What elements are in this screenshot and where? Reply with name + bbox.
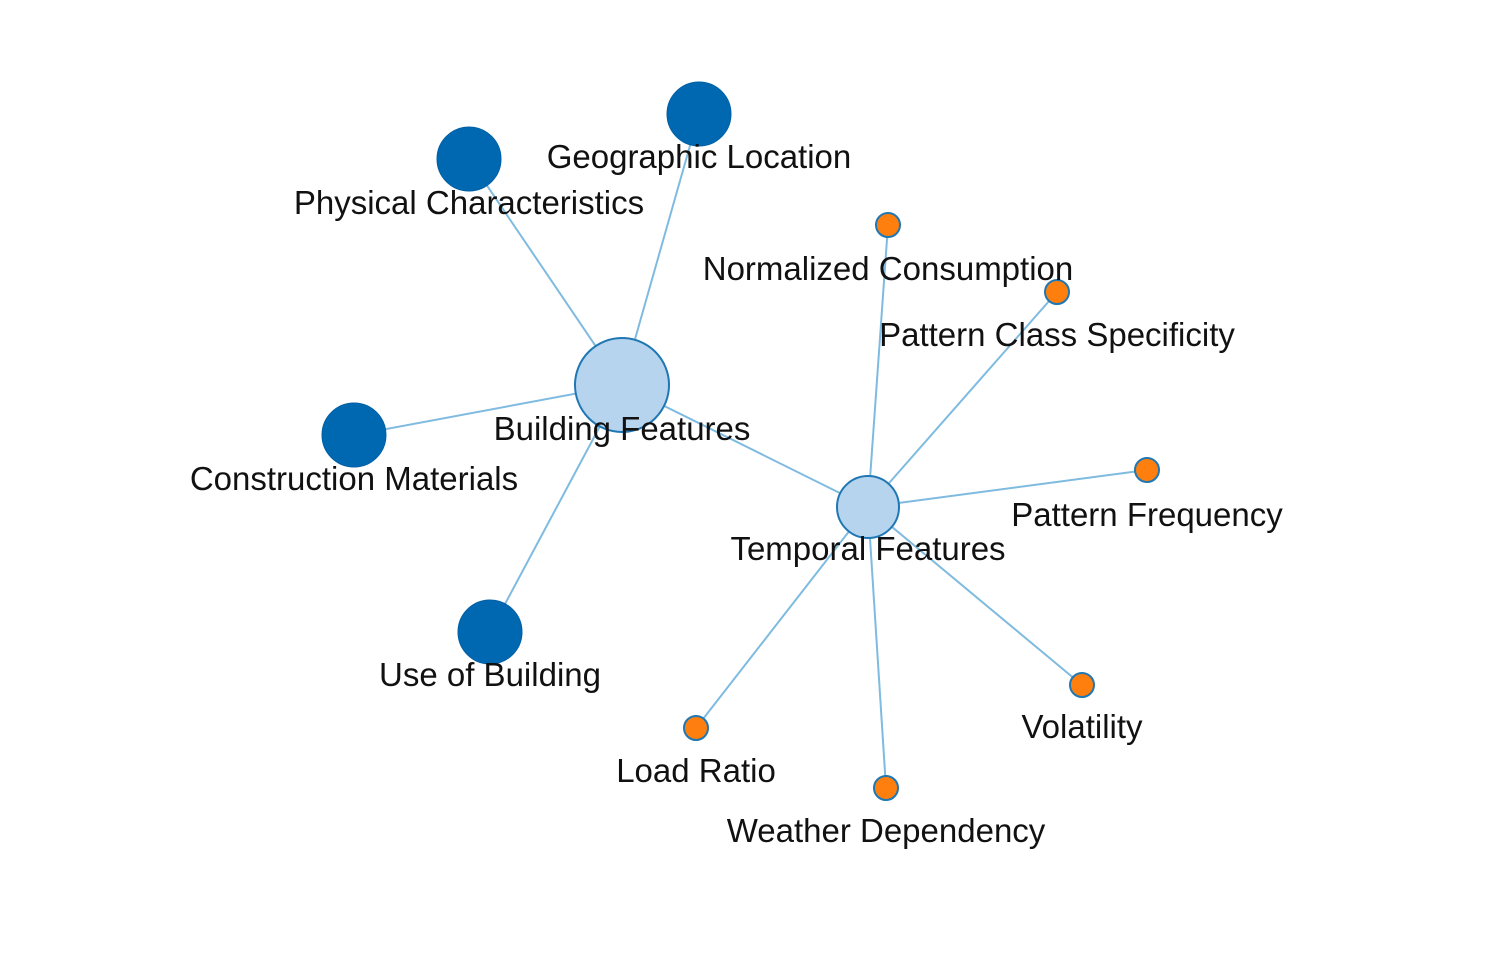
label-geographic-location: Geographic Location [547, 138, 852, 175]
node-labels: Building Features Temporal Features Geogra… [190, 138, 1283, 849]
label-temporal-features: Temporal Features [730, 530, 1005, 567]
edge-temporal-features-normalized-consumption [867, 224, 889, 508]
node-weather-dependency [873, 775, 899, 801]
node-temporal-features [836, 475, 900, 539]
label-normalized-consumption: Normalized Consumption [703, 250, 1074, 287]
edge-temporal-features-pattern-frequency [867, 469, 1148, 508]
label-pattern-frequency: Pattern Frequency [1011, 496, 1283, 533]
node-pattern-frequency [1134, 457, 1160, 483]
label-load-ratio: Load Ratio [616, 752, 776, 789]
node-use-of-building [457, 599, 523, 665]
label-pattern-class-specificity: Pattern Class Specificity [879, 316, 1235, 353]
node-circles [321, 81, 1160, 801]
label-volatility: Volatility [1021, 708, 1143, 745]
node-building-features [574, 337, 670, 433]
node-volatility [1069, 672, 1095, 698]
edge-temporal-features-load-ratio [695, 506, 869, 729]
label-physical-characteristics: Physical Characteristics [294, 184, 644, 221]
label-use-of-building: Use of Building [379, 656, 601, 693]
edge-temporal-features-volatility [867, 506, 1083, 686]
edge-temporal-features-pattern-class-specificity [867, 291, 1058, 508]
label-weather-dependency: Weather Dependency [727, 812, 1046, 849]
node-construction-materials [321, 402, 387, 468]
edge-temporal-features-weather-dependency [867, 506, 887, 789]
nodes-layer: Building Features Temporal Features Geogra… [190, 81, 1283, 849]
node-geographic-location [666, 81, 732, 147]
node-normalized-consumption [875, 212, 901, 238]
label-building-features: Building Features [494, 410, 751, 447]
node-load-ratio [683, 715, 709, 741]
label-construction-materials: Construction Materials [190, 460, 518, 497]
node-pattern-class-specificity [1044, 279, 1070, 305]
node-physical-characteristics [436, 126, 502, 192]
